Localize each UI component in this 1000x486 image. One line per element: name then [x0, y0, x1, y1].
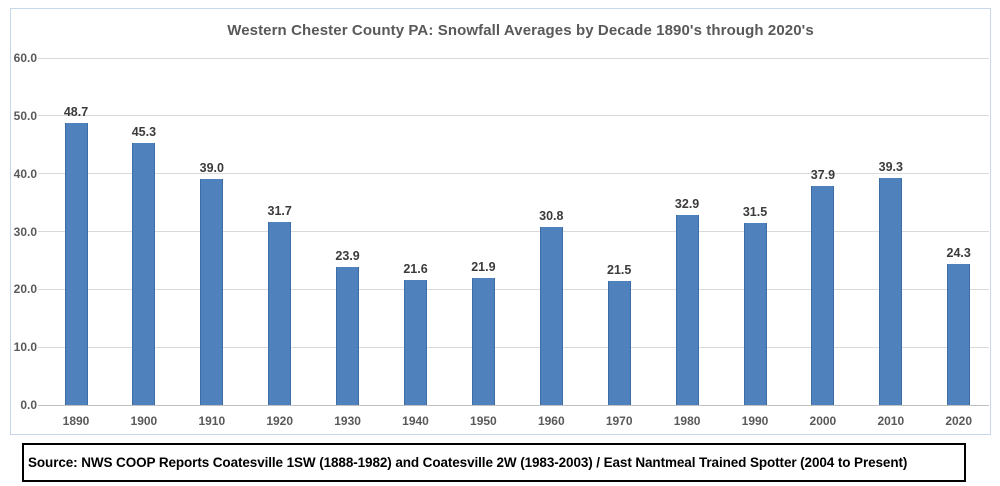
y-tick-label: 20.0: [13, 282, 37, 297]
source-box: Source: NWS COOP Reports Coatesville 1SW…: [22, 443, 966, 482]
bar: [879, 177, 903, 405]
x-tick-label: 1960: [537, 414, 565, 428]
bar: [336, 266, 360, 405]
x-axis-line: [38, 404, 989, 406]
chart-area: Western Chester County PA: Snowfall Aver…: [10, 8, 991, 435]
y-tick-label: 60.0: [13, 51, 37, 65]
chart-title: Western Chester County PA: Snowfall Aver…: [227, 22, 814, 39]
x-tick-label: 1940: [402, 414, 429, 428]
bar-value-label: 39.3: [878, 159, 903, 174]
bar: [811, 185, 835, 405]
y-tick-label: 50.0: [13, 108, 37, 123]
bar: [947, 264, 971, 405]
x-tick-label: 1930: [334, 414, 361, 428]
bar-value-label: 21.9: [471, 260, 496, 275]
bar: [132, 143, 156, 405]
bar: [268, 221, 292, 405]
x-tick-label: 1990: [741, 414, 769, 428]
x-tick-label: 1950: [470, 414, 497, 428]
bar-value-label: 30.8: [539, 208, 564, 223]
gridline: [38, 231, 989, 232]
x-tick-label: 2000: [809, 414, 837, 428]
y-tick-label: 0.0: [20, 398, 37, 412]
gridline: [38, 57, 989, 59]
bar-value-label: 31.5: [742, 204, 768, 219]
x-tick-label: 1920: [266, 414, 294, 428]
bar: [404, 280, 427, 405]
bar: [200, 179, 224, 405]
bar-value-label: 48.7: [63, 105, 89, 120]
bar-value-label: 31.7: [267, 203, 292, 218]
bar: [607, 280, 631, 405]
bar: [471, 278, 495, 405]
gridline: [38, 346, 989, 348]
gridline: [38, 173, 989, 175]
bar: [743, 222, 767, 405]
x-tick-label: 1900: [130, 414, 158, 428]
y-tick-label: 40.0: [13, 166, 37, 181]
x-tick-label: 2020: [945, 414, 973, 428]
y-tick-label: 30.0: [13, 224, 37, 239]
bar-value-label: 45.3: [131, 125, 157, 139]
gridline: [38, 288, 989, 290]
x-tick-label: 2010: [877, 414, 905, 428]
bar-value-label: 32.9: [674, 196, 700, 211]
bar-value-label: 37.9: [810, 167, 836, 182]
bar: [675, 214, 699, 405]
bar-value-label: 24.3: [946, 246, 971, 261]
bar-value-label: 23.9: [335, 248, 360, 263]
x-tick-label: 1970: [605, 414, 633, 428]
gridline: [38, 115, 989, 117]
y-tick-label: 10.0: [13, 340, 37, 355]
bar-value-label: 21.5: [607, 262, 632, 277]
x-tick-label: 1890: [62, 414, 90, 428]
bar-value-label: 21.6: [403, 262, 428, 277]
x-tick-label: 1910: [198, 414, 226, 428]
x-tick-label: 1980: [673, 414, 701, 428]
source-text: Source: NWS COOP Reports Coatesville 1SW…: [28, 455, 908, 470]
bar-value-label: 39.0: [199, 161, 224, 176]
bar: [539, 226, 563, 405]
bar: [64, 123, 88, 405]
